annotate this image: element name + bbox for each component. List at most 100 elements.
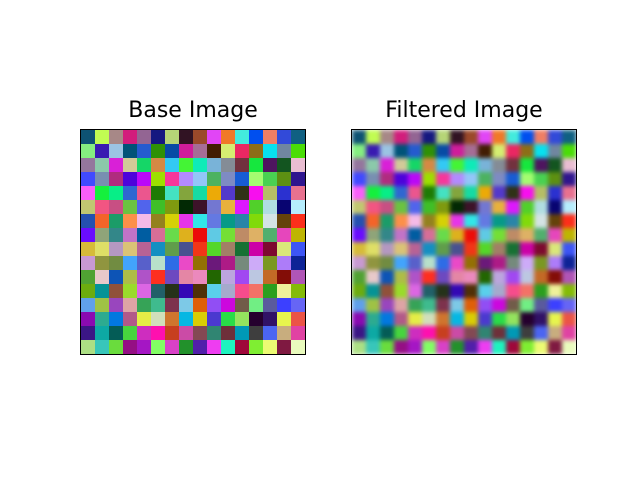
heatmap-cell [562,200,576,215]
heatmap-cell [207,256,222,271]
heatmap-cell [249,130,264,145]
heatmap-cell [548,242,563,257]
heatmap-cell [277,270,292,285]
heatmap-cell [291,298,305,313]
heatmap-cell [422,130,437,145]
heatmap-cell [151,326,166,341]
heatmap-cell [95,284,110,299]
heatmap-cell [506,326,521,341]
heatmap-cell [193,256,208,271]
heatmap-cell [221,326,236,341]
heatmap-cell [394,158,409,173]
heatmap-cell [506,214,521,229]
heatmap-cell [422,256,437,271]
heatmap-cell [207,312,222,327]
heatmap-cell [478,186,493,201]
heatmap-cell [478,256,493,271]
heatmap-cell [464,284,479,299]
heatmap-cell [263,284,278,299]
heatmap-cell [137,144,152,159]
heatmap-cell [207,298,222,313]
heatmap-cell [193,158,208,173]
heatmap-cell [464,144,479,159]
heatmap-cell [95,158,110,173]
filtered-image-title: Filtered Image [385,98,543,123]
heatmap-cell [492,270,507,285]
heatmap-cell [394,340,409,354]
heatmap-cell [81,186,96,201]
heatmap-cell [221,270,236,285]
heatmap-cell [548,144,563,159]
heatmap-cell [235,270,250,285]
heatmap-cell [179,172,194,187]
heatmap-cell [291,256,305,271]
heatmap-cell [408,298,423,313]
heatmap-cell [81,326,96,341]
heatmap-cell [207,158,222,173]
heatmap-cell [436,158,451,173]
heatmap-cell [235,326,250,341]
heatmap-cell [193,186,208,201]
heatmap-cell [366,298,381,313]
heatmap-cell [193,326,208,341]
heatmap-cell [506,144,521,159]
heatmap-cell [109,242,124,257]
heatmap-cell [151,158,166,173]
heatmap-cell [436,130,451,145]
heatmap-cell [179,242,194,257]
heatmap-cell [151,312,166,327]
heatmap-cell [562,340,576,354]
heatmap-cell [193,144,208,159]
heatmap-cell [179,256,194,271]
heatmap-cell [422,172,437,187]
heatmap-cell [207,284,222,299]
heatmap-cell [506,298,521,313]
heatmap-cell [478,172,493,187]
heatmap-cell [366,284,381,299]
heatmap-cell [562,228,576,243]
heatmap-cell [193,242,208,257]
heatmap-cell [151,186,166,201]
heatmap-cell [380,270,395,285]
heatmap-cell [235,298,250,313]
heatmap-cell [207,144,222,159]
heatmap-cell [81,312,96,327]
heatmap-cell [394,214,409,229]
heatmap-cell [221,186,236,201]
heatmap-cell [408,130,423,145]
heatmap-cell [394,312,409,327]
heatmap-cell [263,256,278,271]
heatmap-cell [520,256,535,271]
heatmap-cell [221,312,236,327]
heatmap-cell [221,172,236,187]
heatmap-cell [520,340,535,354]
heatmap-cell [548,312,563,327]
heatmap-cell [235,144,250,159]
heatmap-cell [263,298,278,313]
heatmap-cell [408,172,423,187]
heatmap-cell [534,284,549,299]
heatmap-cell [394,326,409,341]
heatmap-cell [436,270,451,285]
heatmap-cell [478,228,493,243]
heatmap-cell [380,144,395,159]
heatmap-cell [352,340,367,354]
heatmap-cell [263,130,278,145]
heatmap-cell [291,214,305,229]
heatmap-cell [562,172,576,187]
heatmap-cell [81,144,96,159]
heatmap-cell [123,130,138,145]
heatmap-cell [249,284,264,299]
heatmap-cell [165,312,180,327]
heatmap-cell [394,228,409,243]
heatmap-cell [235,172,250,187]
heatmap-cell [534,228,549,243]
heatmap-cell [366,186,381,201]
heatmap-cell [165,242,180,257]
heatmap-cell [464,172,479,187]
heatmap-cell [123,312,138,327]
heatmap-cell [492,144,507,159]
heatmap-cell [408,326,423,341]
heatmap-cell [291,340,305,354]
heatmap-cell [520,172,535,187]
